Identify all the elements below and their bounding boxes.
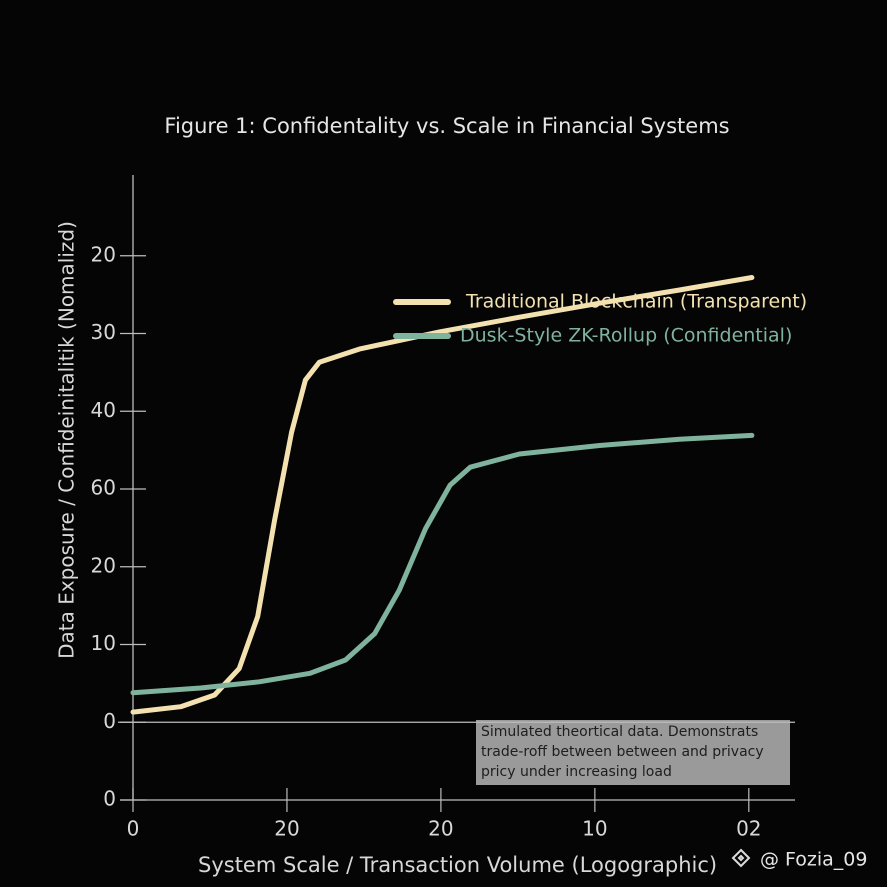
- annotation-box: [476, 720, 790, 785]
- annotation-text: trade-roff between between and privacy: [481, 744, 764, 760]
- x-axis-label: System Scale / Transaction Volume (Logog…: [198, 853, 717, 877]
- x-tick-label: 0: [127, 817, 140, 841]
- x-tick-label: 20: [274, 817, 299, 841]
- y-tick-label: 30: [91, 320, 116, 344]
- x-tick-label: 20: [428, 817, 453, 841]
- annotation-text: Simulated theortical data. Demonstrats: [481, 724, 758, 740]
- y-tick-label: 40: [91, 398, 116, 422]
- y-tick-label: 0: [103, 787, 116, 811]
- watermark: @ Fozia_09: [760, 849, 868, 871]
- watermark-icon: [731, 848, 751, 868]
- y-tick-label: 20: [91, 242, 116, 266]
- legend-label: Dusk-Style ZK-Rollup (Confidential): [460, 325, 792, 347]
- legend-label: Traditional Blockchain (Transparent): [465, 291, 807, 313]
- y-axis-label: Data Exposure / Confideinitalitik (Nomal…: [55, 221, 79, 659]
- chart-title: Figure 1: Confidentality vs. Scale in Fi…: [164, 114, 729, 138]
- y-tick-label: 0: [103, 709, 116, 733]
- y-tick-label: 20: [91, 553, 116, 577]
- annotation-text: pricy under increasing load: [481, 764, 672, 780]
- x-tick-label: 02: [736, 817, 761, 841]
- y-tick-label: 10: [91, 631, 116, 655]
- y-tick-label: 60: [91, 476, 116, 500]
- series-line: [130, 432, 755, 696]
- x-tick-label: 10: [582, 817, 607, 841]
